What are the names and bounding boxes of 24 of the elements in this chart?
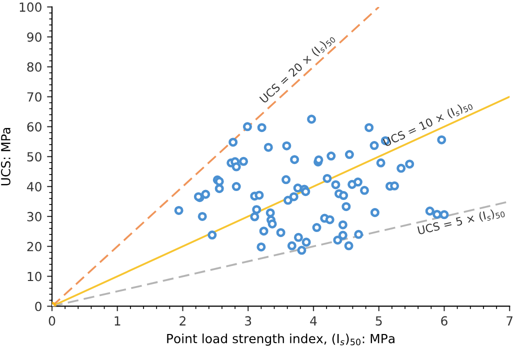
annotation: UCS = 10 × (I$_{s}$)$_{50}$ [382, 100, 474, 148]
y-tick-label: 80 [27, 62, 42, 72]
y-tick-label: 90 [27, 32, 42, 42]
y-tick-label: 10 [28, 272, 42, 282]
y-tick-label: 40 [26, 182, 42, 192]
x-tick-label: 2 [180, 316, 186, 326]
y-tick-label: 70 [27, 92, 42, 102]
y-tick-label: 60 [27, 122, 42, 132]
x-axis-title: Point load strength index, (I$_{s}$)$_{50}$: MPa [167, 334, 394, 346]
y-tick-label: 20 [27, 242, 42, 252]
x-tick-label: 4 [310, 316, 317, 326]
y-tick-label: 30 [27, 212, 42, 222]
x-tick-label: 6 [441, 316, 448, 326]
y-tick-label: 0 [35, 302, 42, 312]
annotation: UCS = 5 × (I$_{s}$)$_{50}$ [417, 206, 506, 236]
y-tick-label: 50 [27, 152, 42, 162]
annotation: UCS = 20 × (I$_{s}$)$_{50}$ [259, 33, 336, 105]
x-tick-label: 1 [114, 316, 120, 326]
x-tick-label: 7 [506, 316, 513, 326]
x-tick-label: 3 [245, 316, 252, 326]
y-axis-title: UCS: MPa [0, 128, 10, 186]
x-tick-label: 5 [376, 316, 382, 326]
y-tick-label: 100 [20, 2, 42, 12]
x-tick-label: 0 [48, 316, 56, 326]
